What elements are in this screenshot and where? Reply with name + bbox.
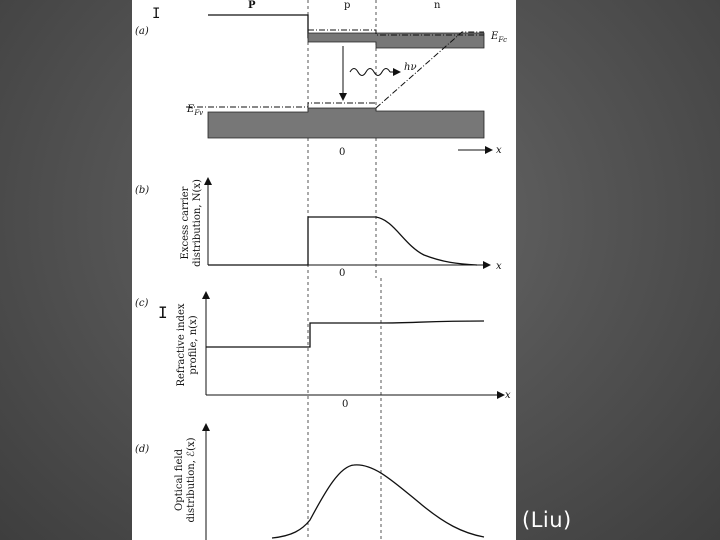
region-label-P: P — [248, 0, 256, 11]
photon-label: hν — [404, 62, 417, 73]
optical-field-curve — [271, 464, 485, 539]
panel-c-ylabel: Refractive indexprofile, n(x) — [176, 303, 199, 386]
panel-a-origin: 0 — [339, 147, 345, 158]
attribution-caption: (Liu) — [522, 508, 572, 532]
conduction-band-shaded — [307, 32, 485, 49]
fermi-level-c-label: EFc — [490, 31, 507, 44]
panel-d-tag: (d) — [135, 444, 149, 455]
heterojunction-figure: I I (a) P p n EFc EFv — [135, 0, 511, 540]
region-label-p: p — [344, 0, 350, 11]
panel-b-axis-label: x — [496, 261, 502, 272]
panel-a-axis-label: x — [496, 145, 502, 156]
photon-wave — [349, 67, 391, 77]
fermi-level-c — [308, 29, 484, 36]
panel-d-ylabel: Optical fielddistribution, ℰ(x) — [174, 437, 197, 522]
panel-c-origin: 0 — [342, 399, 348, 410]
valence-band-shaded — [207, 107, 485, 139]
figure-panel: I I (a) P p n EFc EFv — [132, 0, 516, 540]
n-side-band-bend — [375, 31, 484, 109]
text-cursor-icon: I — [158, 303, 168, 322]
panel-b-origin: 0 — [339, 268, 345, 279]
fermi-level-v — [186, 102, 376, 108]
panel-a-tag: (a) — [135, 26, 149, 37]
fermi-level-v-label: EFv — [186, 104, 203, 117]
text-cursor-icon: I — [152, 6, 160, 22]
panel-b-tag: (b) — [135, 185, 149, 196]
conduction-band-P — [208, 14, 309, 38]
carrier-distribution-curve — [208, 216, 478, 266]
refractive-index-profile — [206, 320, 485, 348]
panel-c-tag: (c) — [135, 298, 149, 309]
panel-b-ylabel: Excess carrierdistribution, N(x) — [180, 179, 203, 267]
panel-c-axis-label: x — [505, 390, 511, 401]
region-label-n: n — [434, 0, 441, 11]
